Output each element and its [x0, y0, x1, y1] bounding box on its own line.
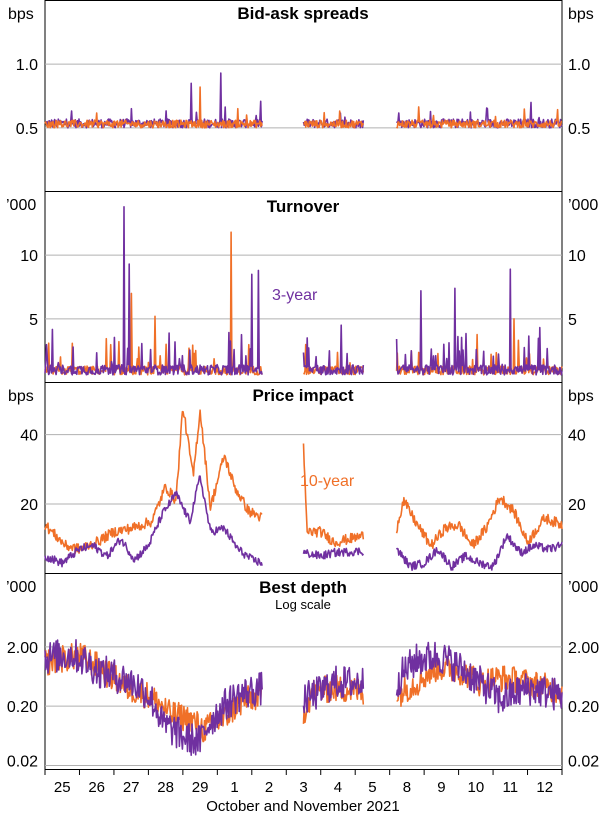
series-line-price-impact-3-year: [44, 475, 563, 571]
y-tick-right-bid-ask: 1.0: [568, 57, 590, 74]
x-tick-label: 3: [299, 779, 307, 796]
y-tick-right-turnover: 5: [568, 312, 577, 329]
panel-title-best-depth: Best depth: [259, 578, 347, 597]
unit-right-turnover: ’000: [568, 197, 598, 214]
x-tick-label: 27: [123, 779, 140, 796]
y-tick-left-turnover: 5: [29, 312, 38, 329]
x-tick-label: 5: [368, 779, 376, 796]
unit-right-best-depth: ’000: [568, 579, 598, 596]
x-tick-label: 28: [157, 779, 174, 796]
x-tick-label: 2: [265, 779, 273, 796]
x-tick-label: 8: [403, 779, 411, 796]
series-line-turnover-3-year: [44, 206, 563, 376]
annotation-10-year: 10-year: [300, 473, 355, 490]
y-tick-left-bid-ask: 0.5: [16, 121, 38, 138]
y-tick-left-best-depth: 0.20: [7, 699, 38, 716]
series-line-best-depth-3-year: [44, 639, 563, 756]
annotation-3-year: 3-year: [272, 287, 318, 304]
panel-frame-best-depth: [44, 573, 563, 770]
y-tick-right-price-impact: 40: [568, 428, 586, 445]
panel-title-turnover: Turnover: [267, 197, 340, 216]
y-tick-right-best-depth: 0.02: [568, 754, 599, 771]
x-tick-label: 12: [536, 779, 553, 796]
unit-left-best-depth: ’000: [6, 579, 36, 596]
y-tick-left-best-depth: 0.02: [7, 754, 38, 771]
x-tick-label: 4: [334, 779, 342, 796]
x-tick-label: 11: [503, 779, 519, 796]
y-tick-left-turnover: 10: [20, 248, 38, 265]
y-tick-right-turnover: 10: [568, 248, 586, 265]
y-tick-left-bid-ask: 1.0: [16, 57, 38, 74]
x-tick-label: 9: [437, 779, 445, 796]
x-tick-label: 29: [192, 779, 209, 796]
x-tick-label: 26: [88, 779, 105, 796]
y-tick-left-best-depth: 2.00: [7, 640, 38, 657]
unit-right-price-impact: bps: [568, 388, 594, 405]
series-line-bid-ask-10-year: [44, 86, 563, 129]
panel-title-bid-ask: Bid-ask spreads: [237, 4, 368, 23]
panel-subtitle-best-depth: Log scale: [275, 597, 331, 612]
unit-left-turnover: ’000: [6, 197, 36, 214]
y-tick-right-bid-ask: 0.5: [568, 121, 590, 138]
x-tick-label: 25: [54, 779, 71, 796]
x-tick-label: 10: [467, 779, 484, 796]
x-tick-label: 1: [230, 779, 238, 796]
x-axis-label: October and November 2021: [206, 798, 399, 815]
y-tick-right-best-depth: 2.00: [568, 640, 599, 657]
y-tick-left-price-impact: 40: [20, 428, 38, 445]
unit-left-price-impact: bps: [8, 388, 34, 405]
y-tick-left-price-impact: 20: [20, 497, 38, 514]
unit-right-bid-ask: bps: [568, 6, 594, 23]
y-tick-right-price-impact: 20: [568, 497, 586, 514]
y-tick-right-best-depth: 0.20: [568, 699, 599, 716]
panel-title-price-impact: Price impact: [252, 386, 353, 405]
unit-left-bid-ask: bps: [8, 6, 34, 23]
